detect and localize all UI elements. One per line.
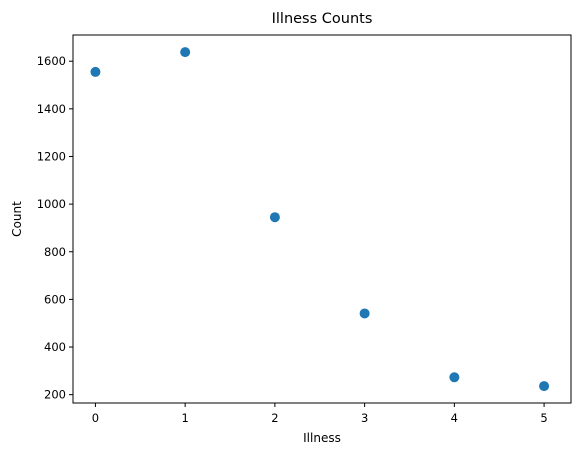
x-tick-label: 1	[181, 411, 188, 425]
x-tick-label: 4	[451, 411, 458, 425]
chart-title: Illness Counts	[272, 11, 373, 27]
x-tick-label: 0	[92, 411, 99, 425]
x-tick-label: 5	[540, 411, 547, 425]
x-tick-label: 2	[271, 411, 278, 425]
y-tick-label: 600	[44, 292, 66, 306]
y-tick-label: 1400	[37, 102, 66, 116]
x-axis-label: Illness	[303, 431, 341, 445]
x-axis: 0 1 2 3 4 5	[92, 403, 548, 425]
scatter-point	[449, 372, 460, 383]
scatter-point	[269, 212, 280, 223]
scatter-point	[539, 381, 550, 392]
y-axis-label: Count	[10, 201, 24, 237]
y-tick-label: 400	[44, 340, 66, 354]
x-tick-label: 3	[361, 411, 368, 425]
y-tick-label: 1600	[37, 54, 66, 68]
y-tick-label: 1200	[37, 149, 66, 163]
scatter-point	[90, 66, 101, 77]
y-tick-label: 200	[44, 388, 66, 402]
y-tick-label: 1000	[37, 197, 66, 211]
data-points	[90, 47, 550, 392]
scatter-point	[359, 308, 370, 319]
plot-frame	[72, 34, 572, 404]
scatter-point	[180, 47, 191, 58]
y-tick-label: 800	[44, 245, 66, 259]
y-axis: 200 400 600 800 1000 1200 1400 1600	[37, 54, 73, 402]
